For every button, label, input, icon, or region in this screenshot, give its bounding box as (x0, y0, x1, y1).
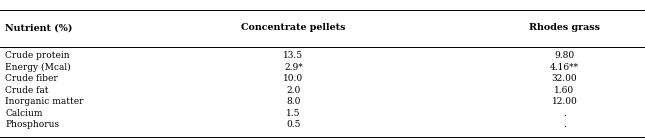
Text: 2.9*: 2.9* (284, 63, 303, 72)
Text: .: . (563, 120, 566, 129)
Text: 1.60: 1.60 (554, 86, 575, 95)
Text: 8.0: 8.0 (286, 97, 301, 106)
Text: Rhodes grass: Rhodes grass (529, 24, 600, 32)
Text: 4.16**: 4.16** (550, 63, 579, 72)
Text: 10.0: 10.0 (283, 74, 304, 83)
Text: Crude fiber: Crude fiber (5, 74, 58, 83)
Text: .: . (563, 109, 566, 118)
Text: 13.5: 13.5 (283, 52, 304, 60)
Text: 12.00: 12.00 (551, 97, 577, 106)
Text: Nutrient (%): Nutrient (%) (5, 24, 72, 32)
Text: 0.5: 0.5 (286, 120, 301, 129)
Text: Phosphorus: Phosphorus (5, 120, 59, 129)
Text: 9.80: 9.80 (554, 52, 575, 60)
Text: Energy (Mcal): Energy (Mcal) (5, 63, 71, 72)
Text: 32.00: 32.00 (551, 74, 577, 83)
Text: Crude protein: Crude protein (5, 52, 70, 60)
Text: Concentrate pellets: Concentrate pellets (241, 24, 346, 32)
Text: Crude fat: Crude fat (5, 86, 48, 95)
Text: Calcium: Calcium (5, 109, 43, 118)
Text: Inorganic matter: Inorganic matter (5, 97, 84, 106)
Text: 2.0: 2.0 (286, 86, 301, 95)
Text: 1.5: 1.5 (286, 109, 301, 118)
